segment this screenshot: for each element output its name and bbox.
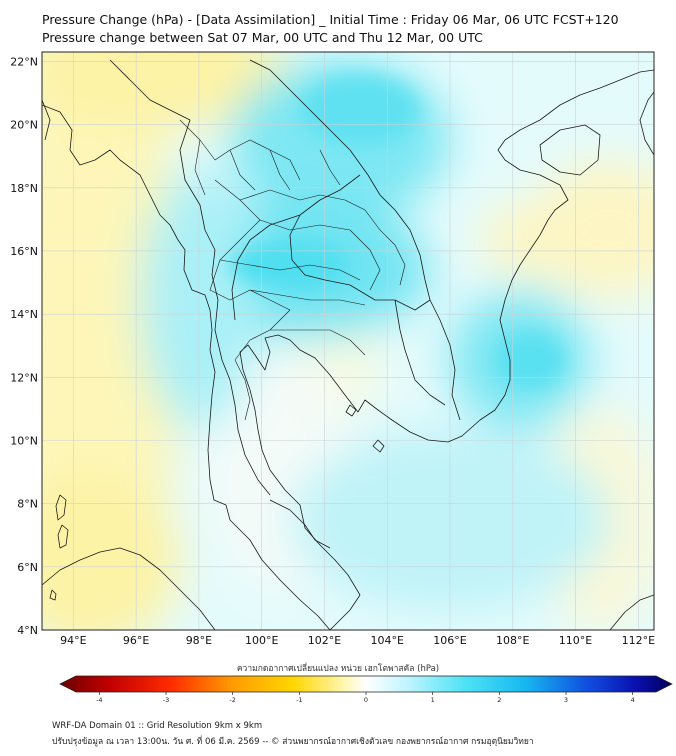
- lat-tick-label: 8°N: [17, 498, 38, 511]
- border-provinces: [179, 119, 406, 421]
- coastline-andaman: [49, 494, 69, 601]
- colorbar-tick-label: 0: [364, 696, 368, 704]
- lat-tick-label: 14°N: [10, 308, 38, 321]
- colorbar-tick-label: -2: [229, 696, 235, 704]
- coastline-borneo: [609, 594, 654, 630]
- lat-tick-label: 16°N: [10, 245, 38, 258]
- lon-tick-label: 110°E: [559, 634, 592, 647]
- coastline-hainan: [539, 124, 601, 176]
- colorbar-tick-label: 4: [631, 696, 635, 704]
- map-title: Pressure Change (hPa) - [Data Assimilati…: [42, 12, 619, 27]
- coastline-sumatra: [42, 547, 216, 630]
- colorbar-label: ความกดอากาศเปลี่ยนแปลง หน่วย เฮกโตพาสคัล…: [236, 664, 440, 674]
- coastline-india-east: [42, 99, 51, 141]
- map-subtitle: Pressure change between Sat 07 Mar, 00 U…: [42, 30, 483, 45]
- coastline-mainland: [42, 69, 654, 630]
- colorbar-tick-label: 2: [497, 696, 501, 704]
- colorbar-bar: [59, 675, 673, 693]
- lon-tick-label: 102°E: [308, 634, 341, 647]
- lat-tick-label: 22°N: [10, 55, 38, 68]
- lon-tick-label: 98°E: [186, 634, 212, 647]
- lon-tick-label: 104°E: [371, 634, 404, 647]
- lon-tick-label: 112°E: [622, 634, 655, 647]
- coastlines-and-borders: [42, 59, 654, 630]
- lat-tick-label: 12°N: [10, 371, 38, 384]
- lon-tick-label: 94°E: [60, 634, 86, 647]
- lon-tick-label: 108°E: [496, 634, 529, 647]
- coastline-philippines: [639, 91, 654, 156]
- colorbar-tick-label: -3: [163, 696, 169, 704]
- latitude-labels: 22°N 20°N 18°N 16°N 14°N 12°N 10°N 8°N 6°N 4°N: [10, 55, 38, 637]
- border-myanmar: [109, 59, 271, 496]
- coastline-islands: [345, 404, 385, 453]
- lat-tick-label: 10°N: [10, 434, 38, 447]
- colorbar-tick-label: -4: [96, 696, 102, 704]
- colorbar-tick-label: 3: [564, 696, 568, 704]
- graticule: [42, 52, 654, 630]
- footer-update-info: ปรับปรุงข้อมูล ณ เวลา 13:00น. วัน ศ. ที่…: [52, 737, 534, 747]
- colorbar-tick-label: 1: [431, 696, 435, 704]
- pressure-change-field: [42, 52, 654, 630]
- colorbar: -4 -3 -2 -1 0 1 2 3 4: [59, 675, 673, 704]
- lat-tick-label: 6°N: [17, 561, 38, 574]
- map-frame: [41, 51, 655, 631]
- colorbar-ticks: -4 -3 -2 -1 0 1 2 3 4: [96, 692, 635, 704]
- lat-tick-label: 4°N: [17, 624, 38, 637]
- lat-tick-label: 20°N: [10, 119, 38, 132]
- lon-tick-label: 96°E: [123, 634, 149, 647]
- border-indochina: [231, 59, 461, 421]
- lat-tick-label: 18°N: [10, 182, 38, 195]
- lon-tick-label: 100°E: [245, 634, 278, 647]
- longitude-labels: 94°E 96°E 98°E 100°E 102°E 104°E 106°E 108°E 110…: [60, 634, 655, 647]
- border-malaysia: [269, 499, 331, 549]
- footer-model-info: WRF-DA Domain 01 :: Grid Resolution 9km …: [52, 721, 263, 731]
- colorbar-tick-label: -1: [296, 696, 302, 704]
- lon-tick-label: 106°E: [433, 634, 466, 647]
